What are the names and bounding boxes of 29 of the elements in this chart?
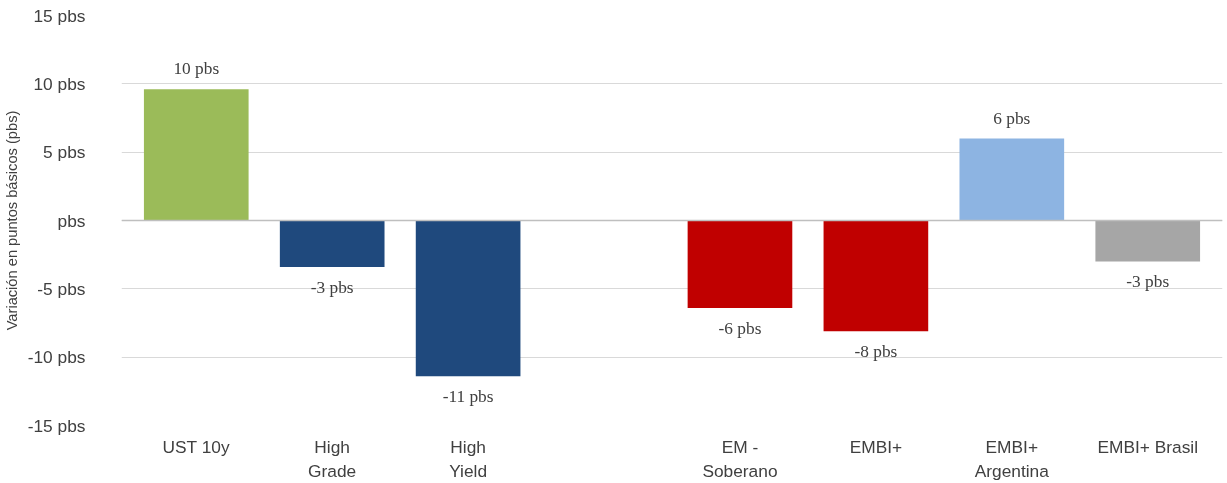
y-tick-label: 5 pbs xyxy=(43,142,86,163)
bar xyxy=(959,138,1065,221)
y-tick-label: 15 pbs xyxy=(33,5,86,26)
y-axis-title: Variación en puntos básicos (pbs) xyxy=(3,110,20,331)
bar xyxy=(1095,220,1201,262)
y-tick-label: -10 pbs xyxy=(27,347,86,368)
data-label: -3 pbs xyxy=(310,277,354,297)
bar xyxy=(143,89,249,221)
data-label: 10 pbs xyxy=(173,59,220,79)
x-tick-label: High Grade xyxy=(308,436,357,481)
data-label: -3 pbs xyxy=(1126,272,1170,292)
x-tick-label: EM - Soberano xyxy=(702,436,778,481)
data-label: -11 pbs xyxy=(442,387,494,407)
y-tick-label: -15 pbs xyxy=(27,415,86,436)
x-tick-label: EMBI+ Brasil xyxy=(1097,436,1199,457)
x-tick-label: UST 10y xyxy=(162,436,230,457)
y-tick-label: pbs xyxy=(57,210,86,231)
x-tick-label: High Yield xyxy=(449,436,488,481)
data-label: 6 pbs xyxy=(993,108,1031,128)
data-label: -8 pbs xyxy=(854,342,898,362)
bar xyxy=(687,220,793,308)
bar xyxy=(415,220,521,377)
y-tick-label: 10 pbs xyxy=(33,73,86,94)
x-tick-label: EMBI+ Argentina xyxy=(974,436,1050,481)
data-label: -6 pbs xyxy=(718,318,762,338)
bar xyxy=(279,220,385,267)
bar xyxy=(823,220,929,332)
x-tick-label: EMBI+ xyxy=(849,436,903,457)
y-tick-label: -5 pbs xyxy=(37,278,86,299)
